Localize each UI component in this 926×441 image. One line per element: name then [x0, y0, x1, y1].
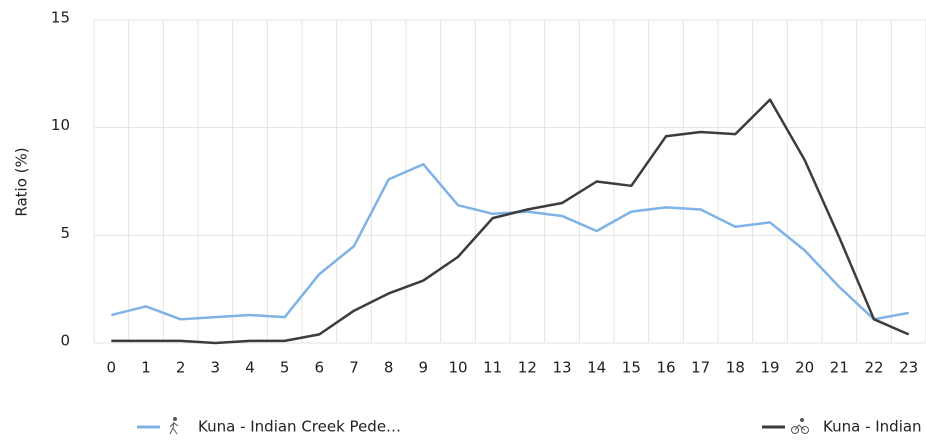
- line-series: [111, 98, 910, 345]
- x-tick-label: 5: [280, 359, 290, 377]
- y-tick-label: 10: [51, 116, 70, 134]
- y-axis-label: Ratio (%): [13, 147, 31, 216]
- icon-body: [169, 421, 179, 435]
- x-tick-label: 3: [211, 359, 221, 377]
- y-tick-label: 15: [51, 9, 70, 27]
- x-tick-label: 15: [622, 359, 641, 377]
- x-tick-label: 21: [830, 359, 849, 377]
- icon-frame: [794, 424, 806, 431]
- x-tick-label: 10: [448, 359, 467, 377]
- x-tick-label: 1: [141, 359, 151, 377]
- x-tick-label: 8: [384, 359, 394, 377]
- legend-icon: [169, 417, 179, 435]
- x-tick-label: 23: [899, 359, 918, 377]
- x-tick-label: 18: [726, 359, 745, 377]
- x-tick-label: 19: [760, 359, 779, 377]
- icon-head: [800, 418, 804, 422]
- x-tick-label: 13: [552, 359, 571, 377]
- y-tick-label: 5: [60, 224, 70, 242]
- icon-wheel: [801, 426, 809, 434]
- x-tick-label: 11: [483, 359, 502, 377]
- x-tick-label: 12: [518, 359, 537, 377]
- x-tick-label: 17: [691, 359, 710, 377]
- x-tick-label: 4: [245, 359, 255, 377]
- x-tick-label: 7: [349, 359, 359, 377]
- legend-label: Kuna - Indian Creek Pede…: [198, 418, 401, 436]
- x-tick-label: 20: [795, 359, 814, 377]
- legend-icon: [791, 418, 809, 434]
- x-tick-label: 2: [176, 359, 186, 377]
- x-tick-label: 22: [864, 359, 883, 377]
- x-tick-label: 9: [419, 359, 429, 377]
- y-tick-label: 0: [60, 332, 70, 350]
- x-tick-label: 0: [107, 359, 117, 377]
- icon-head: [173, 417, 177, 421]
- x-tick-label: 16: [656, 359, 675, 377]
- x-tick-label: 14: [587, 359, 606, 377]
- x-tick-label: 6: [315, 359, 325, 377]
- legend-label: Kuna - Indian Creek Cycl…: [823, 418, 926, 436]
- icon-wheel: [791, 426, 799, 434]
